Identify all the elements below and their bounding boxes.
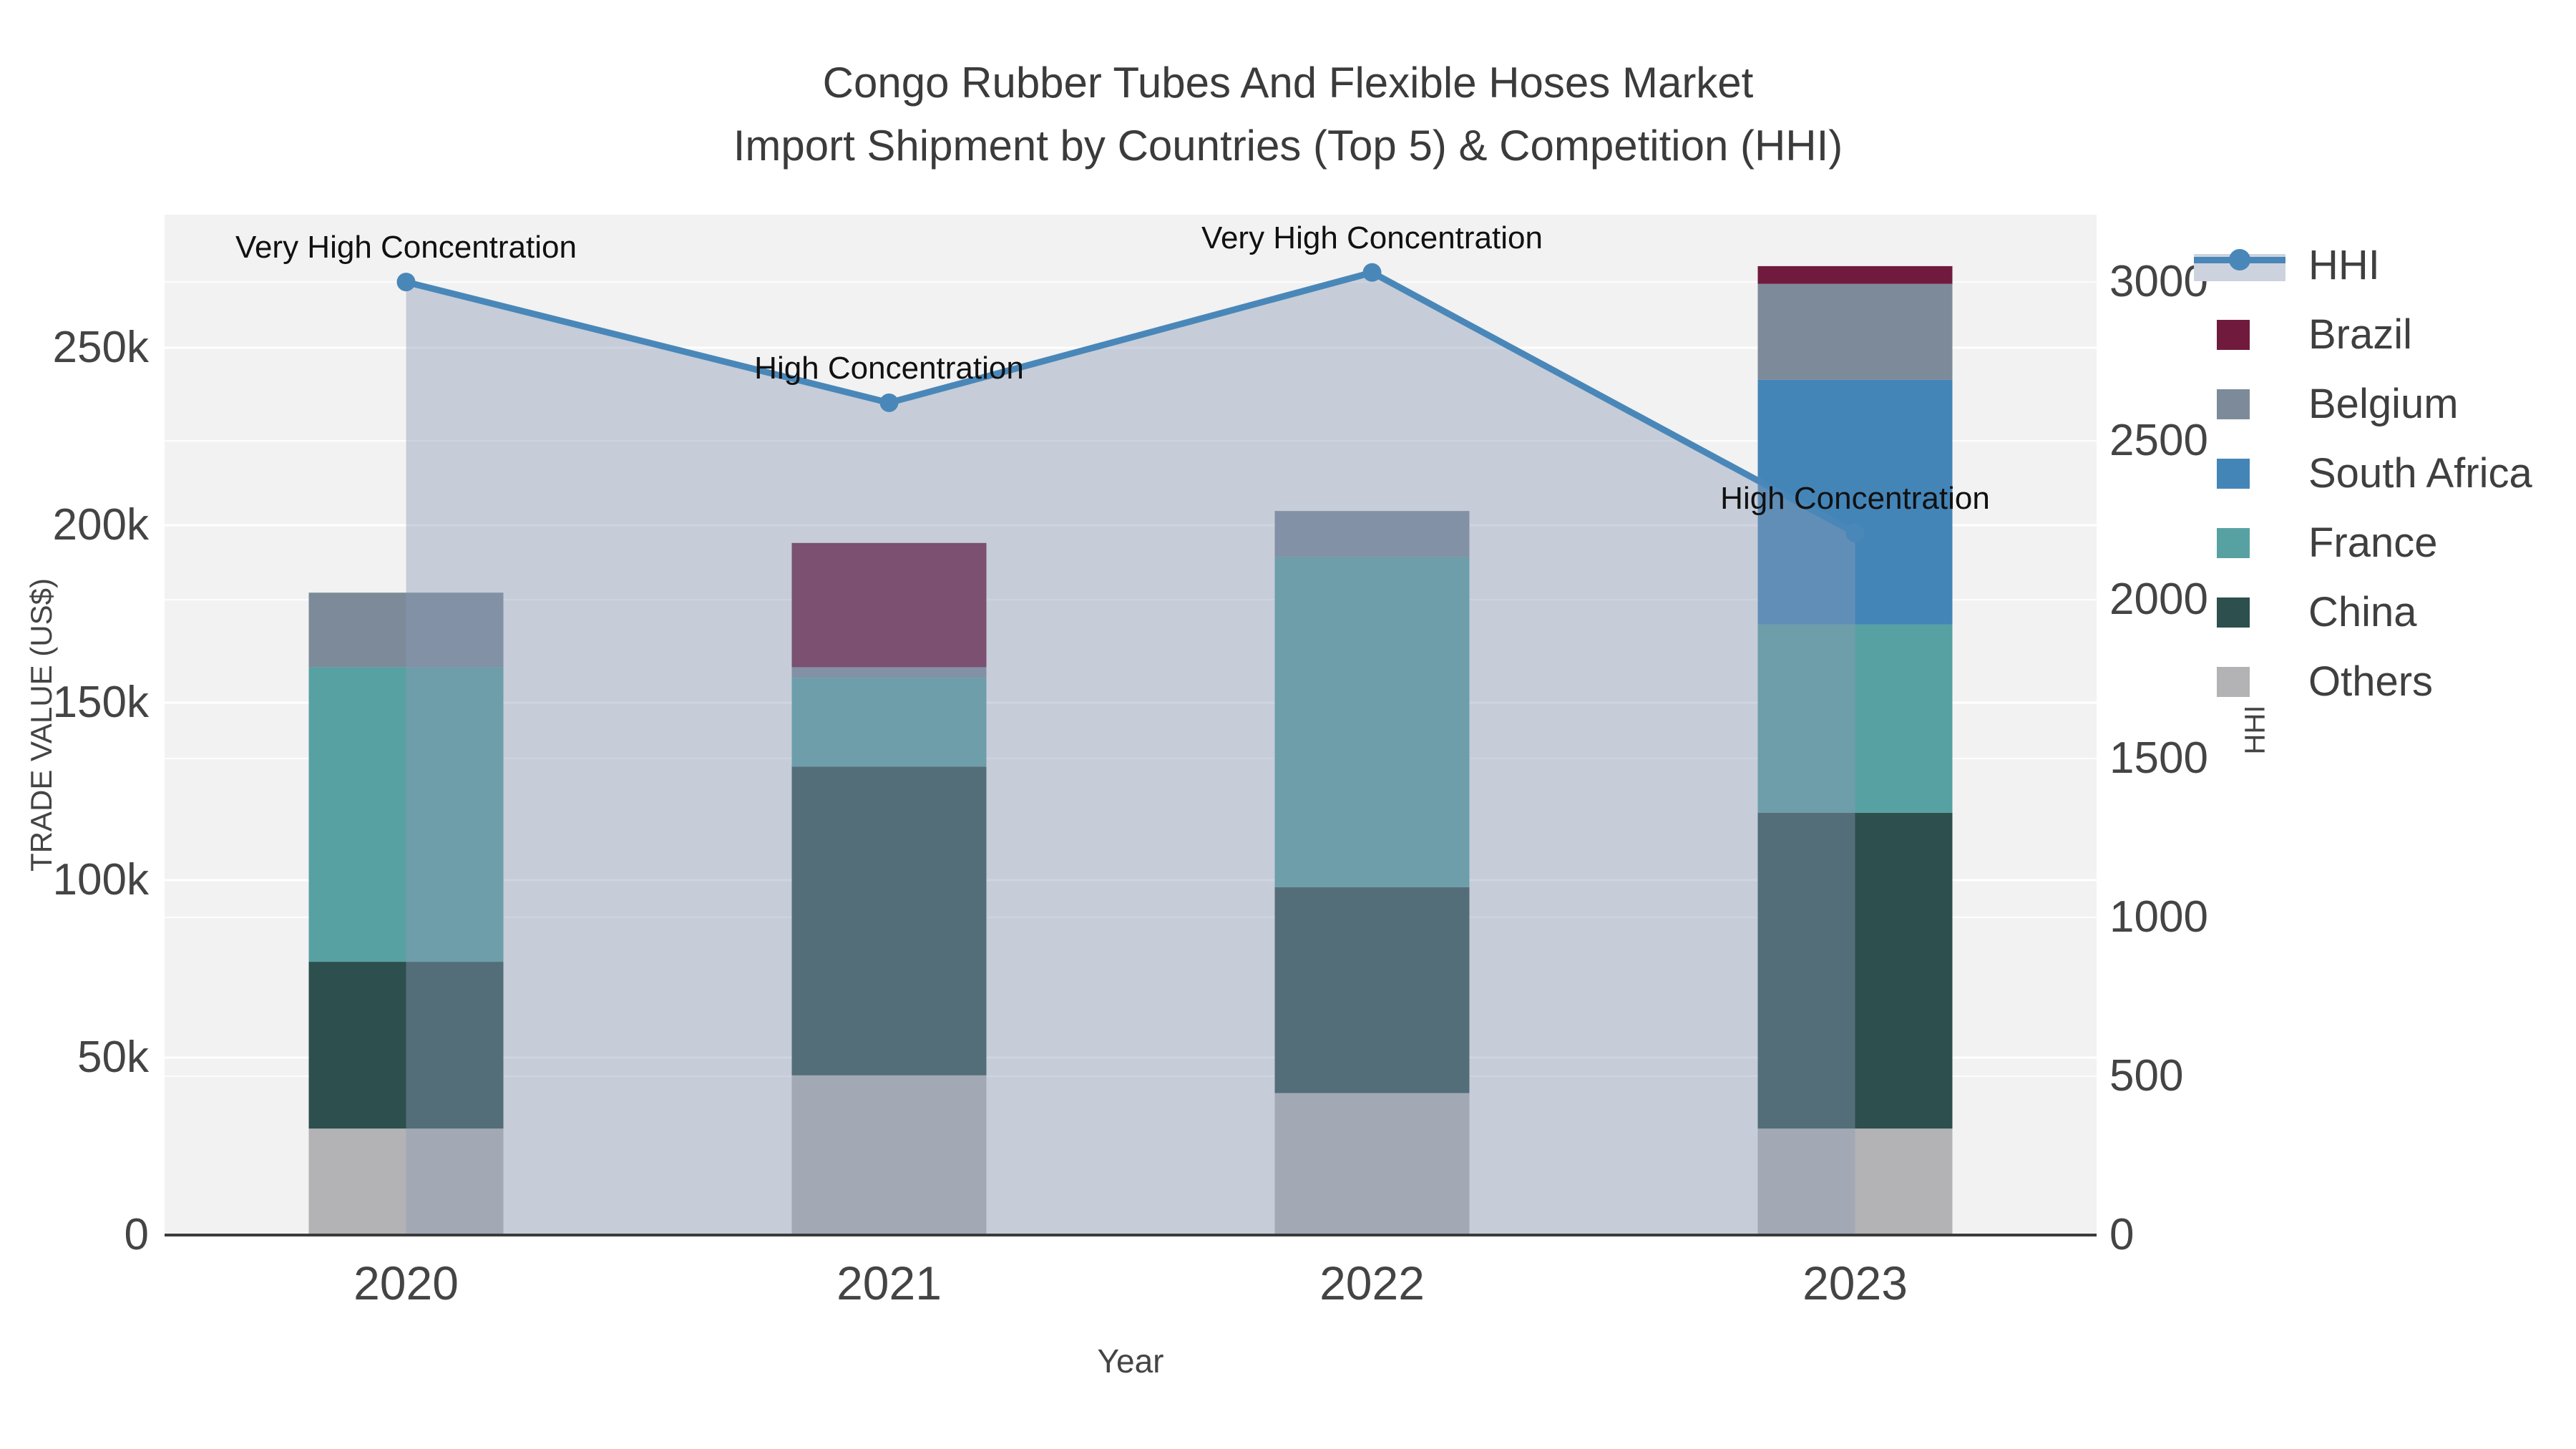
bar-segment-2021-belgium	[791, 667, 987, 678]
bar-segment-2020-china	[308, 962, 504, 1129]
right-axis-tick-2500: 2500	[2109, 416, 2208, 466]
x-axis-title: Year	[1097, 1342, 1164, 1380]
legend-label: Belgium	[2308, 381, 2459, 427]
annotation-2021: High Concentration	[754, 350, 1024, 386]
legend-label: HHI	[2308, 242, 2380, 288]
legend-item-brazil[interactable]: Brazil	[2191, 300, 2532, 369]
left-axis-tick-50k: 50k	[77, 1033, 149, 1082]
legend-color-square	[2217, 319, 2250, 350]
left-axis-title: TRADE VALUE (US$)	[24, 578, 58, 872]
legend-swatch-icon	[2191, 439, 2298, 508]
legend-color-square	[2217, 389, 2250, 419]
bar-segment-2020-belgium	[308, 592, 504, 668]
legend-color-square	[2217, 458, 2250, 489]
hhi-line-swatch-icon	[2191, 230, 2298, 300]
bar-segment-2020-others	[308, 1128, 504, 1235]
legend-swatch-icon	[2191, 647, 2298, 716]
bar-segment-2021-brazil	[791, 542, 987, 668]
chart-title-line1: Congo Rubber Tubes And Flexible Hoses Ma…	[822, 59, 1754, 107]
legend-hhi-sample	[2194, 247, 2285, 284]
right-axis-tick-1500: 1500	[2109, 733, 2208, 784]
legend-swatch-icon	[2191, 577, 2298, 647]
x-axis-tick-2021: 2021	[836, 1257, 942, 1309]
x-axis-tick-2020: 2020	[353, 1257, 459, 1309]
hhi-area-fill	[406, 272, 1855, 1235]
chart-title-line2: Import Shipment by Countries (Top 5) & C…	[733, 122, 1843, 170]
right-axis-tick-1000: 1000	[2109, 892, 2208, 942]
legend-swatch-icon	[2191, 369, 2298, 439]
legend-label: Brazil	[2308, 311, 2413, 358]
hhi-marker-swatch	[2229, 248, 2250, 270]
hhi-line	[405, 268, 1857, 536]
right-axis-tick-3000: 3000	[2109, 257, 2208, 307]
legend-label: Others	[2308, 658, 2434, 705]
right-axis-tick-500: 500	[2109, 1051, 2184, 1101]
hhi-marker-2020	[396, 273, 416, 292]
x-axis-tick-2022: 2022	[1319, 1257, 1425, 1309]
bar-segment-2023-belgium	[1757, 283, 1953, 380]
legend-swatch-icon	[2191, 508, 2298, 577]
hhi-marker-2021	[879, 393, 899, 412]
left-axis-tick-250k: 250k	[52, 323, 149, 372]
annotation-2023: High Concentration	[1720, 480, 1990, 516]
hhi-marker-2023	[1845, 523, 1865, 542]
legend-item-hhi[interactable]: HHI	[2191, 230, 2532, 300]
bar-segment-2022-china	[1274, 887, 1470, 1093]
legend-label: France	[2308, 519, 2438, 566]
left-axis-tick-100k: 100k	[52, 855, 149, 904]
legend-label: South Africa	[2308, 450, 2532, 497]
right-axis-tick-0: 0	[2109, 1210, 2135, 1259]
legend-label: China	[2308, 589, 2417, 635]
bar-segment-2023-south-africa	[1757, 379, 1953, 625]
bar-segment-2021-france	[791, 678, 987, 767]
left-axis-tick-200k: 200k	[52, 500, 149, 550]
left-axis-tick-0: 0	[124, 1210, 149, 1259]
bar-segment-2023-france	[1757, 624, 1953, 813]
chart-title: Congo Rubber Tubes And Flexible Hoses Ma…	[0, 52, 2576, 177]
hhi-marker-2022	[1362, 263, 1382, 282]
legend-item-south-africa[interactable]: South Africa	[2191, 439, 2532, 508]
x-axis-tick-2023: 2023	[1802, 1257, 1908, 1309]
legend-color-square	[2217, 527, 2250, 558]
legend-item-belgium[interactable]: Belgium	[2191, 369, 2532, 439]
annotation-2020: Very High Concentration	[235, 230, 577, 265]
bar-segment-2022-france	[1274, 557, 1470, 887]
bar-segment-2021-china	[791, 766, 987, 1075]
bar-segment-2020-france	[308, 667, 504, 962]
legend-item-others[interactable]: Others	[2191, 647, 2532, 716]
bar-segment-2022-others	[1274, 1093, 1470, 1235]
legend-color-square	[2217, 666, 2250, 697]
bar-segment-2023-brazil	[1757, 265, 1953, 284]
bar-segment-2023-china	[1757, 812, 1953, 1129]
legend-item-france[interactable]: France	[2191, 508, 2532, 577]
legend-swatch-icon	[2191, 300, 2298, 369]
bar-segment-2023-others	[1757, 1128, 1953, 1235]
bar-segment-2021-others	[791, 1075, 987, 1235]
left-axis-tick-150k: 150k	[52, 678, 149, 727]
legend-item-china[interactable]: China	[2191, 577, 2532, 647]
bar-segment-2022-belgium	[1274, 511, 1470, 557]
right-axis-tick-2000: 2000	[2109, 575, 2208, 625]
legend-color-square	[2217, 597, 2250, 628]
legend: HHI Brazil Belgium South Africa France China O…	[2191, 230, 2532, 716]
annotation-2022: Very High Concentration	[1201, 220, 1543, 255]
